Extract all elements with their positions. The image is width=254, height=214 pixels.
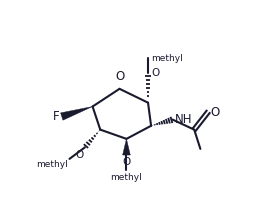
- Text: O: O: [151, 68, 159, 78]
- Text: methyl: methyl: [151, 54, 182, 62]
- Text: methyl: methyl: [110, 173, 142, 182]
- Text: methyl: methyl: [36, 160, 68, 169]
- Text: O: O: [122, 157, 130, 167]
- Text: O: O: [210, 106, 219, 119]
- Text: O: O: [75, 150, 83, 160]
- Text: F: F: [53, 110, 59, 123]
- Polygon shape: [122, 139, 130, 155]
- Text: NH: NH: [174, 113, 192, 126]
- Text: O: O: [115, 70, 124, 83]
- Polygon shape: [60, 107, 92, 120]
